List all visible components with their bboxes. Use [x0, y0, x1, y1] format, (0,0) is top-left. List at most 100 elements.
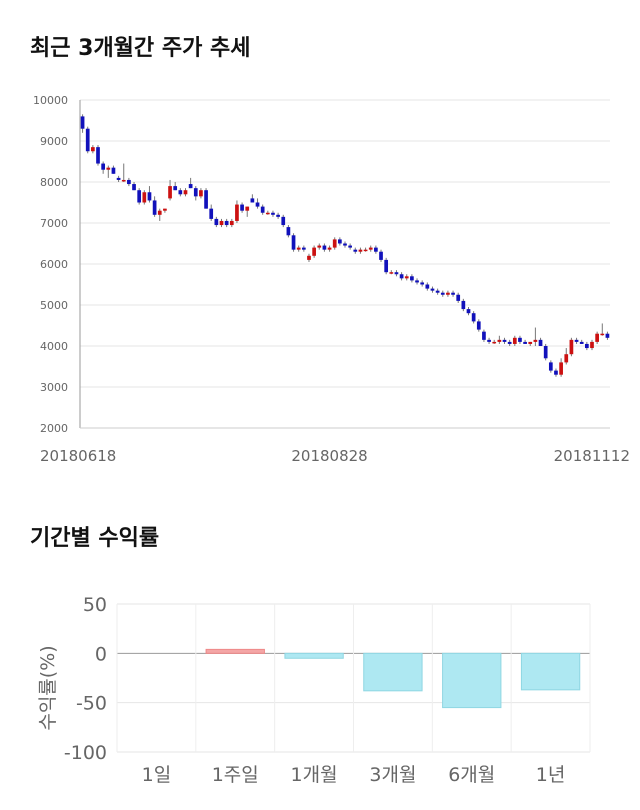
price-candle [91, 145, 95, 154]
candle-body [219, 220, 224, 226]
candle-body [456, 294, 461, 301]
price-candle [502, 337, 507, 344]
candle-body [255, 202, 260, 207]
price-candle [260, 204, 265, 215]
candle-body [168, 186, 172, 199]
price-candle [224, 218, 229, 228]
returns-y-tick-label: 0 [95, 643, 107, 665]
price-candle [497, 335, 502, 344]
price-candle [291, 233, 296, 252]
candle-body [446, 292, 450, 295]
price-candle [368, 245, 373, 252]
returns-y-axis: 50 0 -50 -100 [64, 594, 107, 764]
price-candle [281, 214, 286, 228]
returns-bar [284, 652, 344, 659]
candle-body [590, 341, 594, 349]
candle-body [245, 206, 250, 211]
price-candle [317, 243, 322, 250]
price-candle [548, 360, 553, 373]
candle-body [204, 190, 208, 209]
price-candle [559, 358, 563, 377]
price-candles [80, 114, 610, 377]
candle-body [379, 251, 383, 260]
returns-bar [520, 652, 581, 691]
price-candle [338, 237, 342, 246]
returns-y-axis-title: 수익률(%) [37, 645, 59, 730]
candle-body [430, 288, 435, 291]
price-candle [276, 212, 280, 219]
candle-body [85, 128, 90, 152]
candle-body [353, 249, 358, 252]
price-candle [384, 257, 389, 275]
price-y-tick-label: 9000 [40, 135, 68, 148]
price-candle [579, 339, 584, 344]
returns-y-label: 수익률(%) [37, 645, 59, 730]
price-candle [543, 343, 548, 361]
price-candle [121, 163, 126, 182]
candle-body [178, 190, 183, 195]
price-candle [327, 245, 332, 252]
candle-body [240, 204, 244, 211]
candle-body [183, 190, 188, 195]
candle-body [250, 198, 255, 203]
price-candle [446, 290, 450, 297]
price-candle [523, 339, 527, 344]
candlestick-chart: 10000 9000 8000 7000 6000 5000 4000 3000 2000 20… [33, 94, 630, 465]
candle-body [564, 354, 569, 363]
candle-body [538, 339, 543, 346]
candle-body [471, 313, 476, 322]
price-candle [482, 329, 486, 342]
price-y-tick-label: 6000 [40, 258, 68, 271]
candle-body [163, 208, 167, 211]
returns-bar [205, 648, 265, 654]
price-candle [85, 126, 90, 154]
candle-body [229, 220, 234, 226]
price-y-tick-label: 2000 [40, 422, 68, 435]
price-candle [332, 237, 337, 250]
price-candle [415, 278, 419, 285]
candle-body [507, 341, 512, 344]
price-candle [219, 218, 224, 228]
candle-body [224, 220, 229, 226]
price-candle [229, 218, 234, 228]
price-candle [353, 247, 358, 254]
returns-x-tick-label: 3개월 [369, 764, 416, 786]
price-candle [440, 290, 445, 297]
price-candle [533, 327, 538, 346]
candle-body [543, 346, 548, 359]
price-y-tick-label: 7000 [40, 217, 68, 230]
candle-body [152, 200, 157, 215]
price-candle [193, 186, 198, 201]
candle-body [482, 331, 486, 340]
price-candle [265, 210, 270, 215]
candle-body [569, 339, 574, 355]
candle-body [435, 290, 440, 293]
price-y-tick-label: 4000 [40, 340, 68, 353]
candle-body [276, 214, 280, 217]
candle-body [399, 274, 404, 279]
candle-body [343, 243, 347, 246]
price-candle [348, 243, 352, 250]
price-y-tick-label: 10000 [33, 94, 68, 107]
price-candle [389, 270, 394, 275]
candle-body [301, 247, 306, 250]
candle-body [502, 339, 507, 342]
price-candle [142, 190, 147, 205]
returns-y-tick-label: -50 [76, 693, 107, 715]
price-candle [374, 245, 378, 254]
price-candle [322, 243, 327, 252]
returns-y-tick-label: -100 [64, 742, 107, 764]
candle-body [600, 333, 605, 336]
price-y-tick-label: 5000 [40, 299, 68, 312]
price-candle [487, 337, 491, 344]
candle-body [327, 247, 332, 250]
price-candle [199, 188, 203, 199]
candle-body [410, 276, 414, 281]
returns-bar [363, 652, 423, 692]
candle-body [188, 184, 193, 189]
candle-body [559, 362, 563, 375]
price-axis-line [79, 100, 610, 429]
candle-body [317, 245, 322, 248]
candle-body [111, 167, 116, 174]
price-candle [307, 253, 311, 262]
